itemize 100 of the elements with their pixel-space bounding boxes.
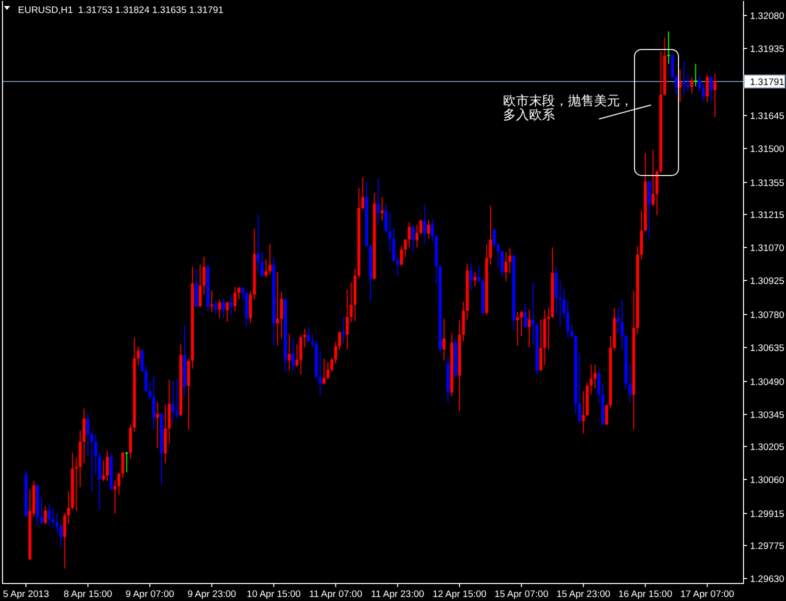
candlestick <box>427 219 430 240</box>
candlestick <box>674 74 678 96</box>
candlestick <box>310 334 314 348</box>
candlestick <box>686 74 690 92</box>
candlestick <box>652 149 655 207</box>
candlestick <box>326 361 330 380</box>
y-tick-label: 1.30060 <box>750 474 784 486</box>
y-tick-label: 1.31645 <box>750 110 784 122</box>
candlestick <box>86 413 90 457</box>
x-tick-label: 15 Apr 23:00 <box>556 589 610 600</box>
candlestick <box>582 390 585 434</box>
x-tick-label: 17 Apr 07:00 <box>680 589 734 600</box>
x-tick-label: 8 Apr 15:00 <box>64 589 112 600</box>
candlestick <box>616 307 620 334</box>
candlestick <box>415 224 418 248</box>
candlestick <box>82 408 86 464</box>
candlestick <box>40 498 43 525</box>
candlestick <box>442 318 446 361</box>
candlestick <box>98 451 102 510</box>
candlestick <box>714 73 716 118</box>
candlestick <box>121 451 124 478</box>
x-tick-label: 9 Apr 23:00 <box>187 589 236 600</box>
candlestick <box>508 248 512 274</box>
candlestick <box>376 178 380 226</box>
y-tick-label: 1.29775 <box>750 540 784 552</box>
candlestick <box>462 301 465 342</box>
candlestick <box>710 76 713 101</box>
candlestick <box>249 290 252 324</box>
ref-line-label: 1.31791 <box>750 76 784 88</box>
candlestick <box>640 210 643 260</box>
candlestick <box>214 299 218 316</box>
candlestick <box>698 74 702 92</box>
candlestick <box>702 82 705 102</box>
candlestick <box>260 250 264 278</box>
candlestick <box>605 404 608 426</box>
candlestick <box>44 506 47 525</box>
candlestick <box>218 299 222 318</box>
y-tick-label: 1.31070 <box>750 242 784 254</box>
y-tick-label: 1.30490 <box>750 376 784 388</box>
y-tick-label: 1.29630 <box>750 574 784 585</box>
candlestick <box>520 310 523 337</box>
candlestick <box>578 352 582 424</box>
candlestick <box>396 254 400 276</box>
candlestick <box>226 300 229 322</box>
candlestick <box>292 338 295 371</box>
y-tick-label: 1.31215 <box>750 210 784 221</box>
x-tick-label: 10 Apr 15:00 <box>246 589 301 600</box>
candlestick <box>210 290 214 313</box>
x-tick-label: 5 Apr 2013 <box>3 589 49 600</box>
candlestick <box>194 269 198 308</box>
candlestick <box>48 503 51 527</box>
candlestick <box>694 63 698 87</box>
candlestick <box>276 272 280 346</box>
candlestick <box>125 451 128 473</box>
candlestick <box>516 312 520 346</box>
candlestick <box>156 402 160 449</box>
y-tick-label: 1.30205 <box>750 442 784 453</box>
candlestick <box>144 366 148 392</box>
candlestick <box>532 282 535 344</box>
x-tick-label: 12 Apr 15:00 <box>432 589 486 600</box>
x-tick-label: 11 Apr 23:00 <box>371 589 424 600</box>
candlestick <box>628 364 632 403</box>
candlestick <box>562 288 566 318</box>
candlestick <box>234 286 237 312</box>
y-tick-label: 1.30925 <box>750 276 784 287</box>
candlestick <box>488 205 492 266</box>
candlestick <box>102 460 105 482</box>
candlestick <box>198 264 202 308</box>
candlestick <box>419 219 422 235</box>
candlestick <box>500 250 504 277</box>
candlestick <box>136 346 140 366</box>
candlestick <box>682 61 686 96</box>
candlestick <box>264 259 268 278</box>
annotation: 欧市末段，抛售美元，多入欧系 <box>503 93 633 123</box>
candlestick <box>59 524 62 548</box>
candlestick <box>690 76 694 94</box>
candlestick <box>620 299 624 350</box>
candlestick <box>222 297 225 318</box>
candlestick <box>117 472 120 495</box>
candlestick <box>338 330 342 351</box>
candlestick <box>114 480 117 514</box>
candlestick <box>412 225 415 253</box>
candlestick <box>175 378 178 420</box>
candlestick <box>400 246 403 266</box>
candlestick <box>477 265 480 282</box>
candlestick <box>140 349 144 372</box>
candlestick <box>172 380 175 422</box>
candlestick <box>230 294 233 316</box>
candlestick <box>655 170 658 216</box>
x-tick-label: 11 Apr 07:00 <box>309 589 362 600</box>
y-tick-label: 1.30635 <box>750 342 784 354</box>
candlestick <box>423 204 426 244</box>
candlestick <box>268 243 272 276</box>
candlestick <box>295 344 298 367</box>
candlestick <box>67 490 70 525</box>
y-tick-label: 1.31355 <box>750 178 784 189</box>
y-tick-label: 1.32080 <box>750 10 784 22</box>
candlestick <box>594 364 597 388</box>
candlestick <box>237 286 240 300</box>
candlestick <box>547 307 550 350</box>
